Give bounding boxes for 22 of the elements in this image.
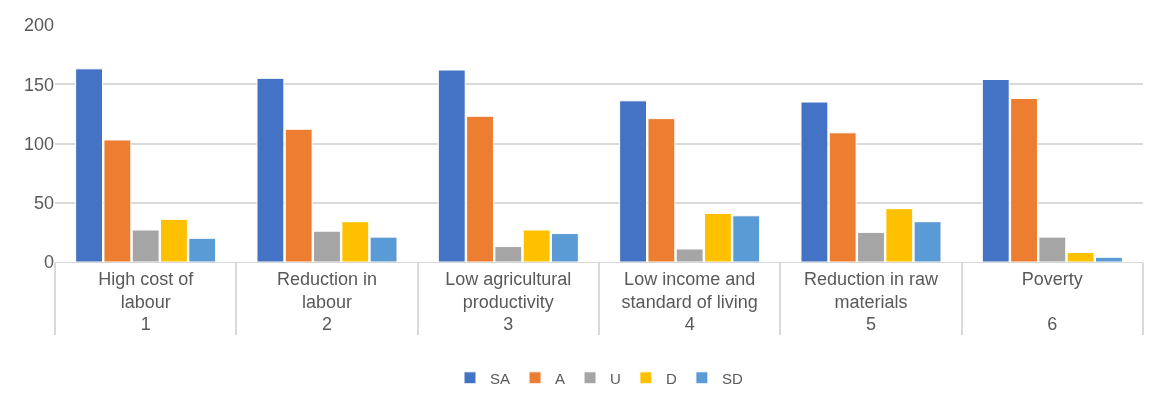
- legend-label: U: [610, 369, 621, 387]
- text: 2: [321, 314, 333, 334]
- x-tick-label: Low agricultural productivity: [445, 268, 572, 312]
- text: 3: [503, 314, 514, 334]
- x-tick-label: High cost of labour: [98, 268, 195, 312]
- text: 4: [684, 314, 695, 334]
- legend-label: SA: [490, 369, 511, 387]
- y-tick-label: 150: [23, 74, 54, 95]
- y-tick-label: 200: [23, 15, 54, 36]
- text: 6: [1047, 314, 1058, 334]
- text: 1: [140, 314, 151, 334]
- text: 5: [865, 314, 877, 334]
- y-tick-label: 50: [33, 193, 54, 214]
- x-tick-label: Poverty: [1021, 268, 1083, 289]
- x-tick-label: Reduction in raw materials: [803, 268, 940, 312]
- legend-label: SD: [721, 369, 743, 387]
- legend-label: A: [555, 369, 566, 387]
- x-tick-label: Reduction in labour: [276, 268, 378, 312]
- x-tick-label: Low income and standard of living: [621, 268, 758, 312]
- y-tick-label: 100: [23, 133, 54, 154]
- legend-label: D: [665, 369, 677, 387]
- y-tick-label: 0: [43, 252, 54, 273]
